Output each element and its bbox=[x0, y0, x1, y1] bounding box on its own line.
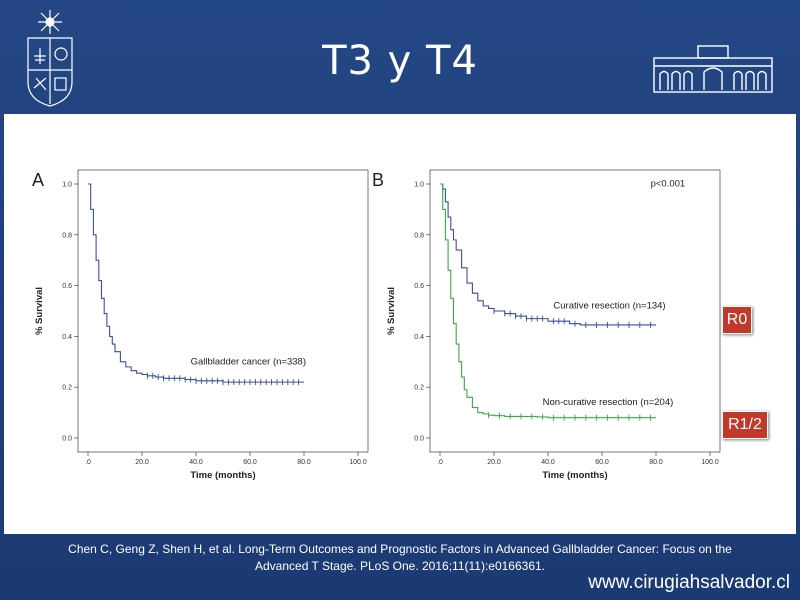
building-facade-icon bbox=[653, 45, 773, 93]
panel-a-label: A bbox=[32, 170, 44, 190]
r12-badge: R1/2 bbox=[722, 411, 768, 439]
y-tick-label: 0.0 bbox=[414, 436, 424, 443]
slide-header: T3 y T4 bbox=[0, 0, 800, 112]
y-tick-label: 0.4 bbox=[62, 334, 72, 341]
x-tick-label: 20.0 bbox=[135, 459, 149, 466]
chart-b: B .0 20.0 40.0 60.0 80.0 100.0 0.0 0.2 0.4 0.6 0.8… bbox=[372, 169, 721, 481]
figure-panel: A .0 20.0 40.0 60.0 80.0 100.0 0.0 0.2 0.4 0.6 0.8… bbox=[4, 114, 796, 534]
survival-charts: A .0 20.0 40.0 60.0 80.0 100.0 0.0 0.2 0.4 0.6 0.8… bbox=[32, 169, 721, 481]
chart-b-series-label-noncurative: Non-curative resection (n=204) bbox=[543, 397, 674, 408]
y-tick-label: 0.6 bbox=[62, 283, 72, 290]
x-tick-label: 80.0 bbox=[297, 459, 311, 466]
x-tick-label: 40.0 bbox=[189, 459, 203, 466]
x-tick-label: 60.0 bbox=[595, 459, 609, 466]
chart-a-xlabel: Time (months) bbox=[190, 470, 255, 481]
y-tick-label: 1.0 bbox=[62, 182, 72, 189]
survival-curve bbox=[88, 183, 304, 383]
survival-curve bbox=[440, 183, 656, 419]
chart-b-ylabel: % Survival bbox=[386, 287, 397, 335]
slide-title: T3 y T4 bbox=[322, 38, 478, 84]
y-tick-label: 0.8 bbox=[414, 232, 424, 239]
chart-b-pvalue: p<0.001 bbox=[651, 179, 686, 190]
website-url[interactable]: www.cirugiahsalvador.cl bbox=[588, 572, 790, 593]
x-tick-label: 20.0 bbox=[487, 459, 501, 466]
university-crest-icon bbox=[27, 10, 73, 107]
chart-a-annotation: Gallbladder cancer (n=338) bbox=[191, 356, 306, 367]
chart-a: A .0 20.0 40.0 60.0 80.0 100.0 0.0 0.2 0.4 0.6 0.8… bbox=[32, 169, 369, 481]
chart-b-frame bbox=[429, 169, 721, 453]
citation: Chen C, Geng Z, Shen H, et al. Long-Term… bbox=[8, 541, 792, 575]
chart-a-frame bbox=[77, 169, 369, 453]
survival-curve bbox=[440, 183, 656, 326]
chart-a-ylabel: % Survival bbox=[34, 287, 45, 335]
y-tick-label: 0.6 bbox=[414, 283, 424, 290]
x-tick-label: 80.0 bbox=[649, 459, 663, 466]
citation-line-2: Advanced T Stage. PLoS One. 2016;11(11):… bbox=[255, 559, 545, 573]
x-tick-label: .0 bbox=[85, 459, 91, 466]
y-tick-label: 0.2 bbox=[414, 385, 424, 392]
y-tick-label: 0.0 bbox=[62, 436, 72, 443]
r0-badge: R0 bbox=[722, 306, 752, 334]
chart-b-series-label-curative: Curative resection (n=134) bbox=[553, 300, 665, 311]
y-tick-label: 0.8 bbox=[62, 232, 72, 239]
y-tick-label: 0.4 bbox=[414, 334, 424, 341]
x-tick-label: 100.0 bbox=[701, 459, 719, 466]
x-tick-label: .0 bbox=[437, 459, 443, 466]
x-tick-label: 40.0 bbox=[541, 459, 555, 466]
y-tick-label: 0.2 bbox=[62, 385, 72, 392]
chart-b-xlabel: Time (months) bbox=[542, 470, 607, 481]
y-tick-label: 1.0 bbox=[414, 182, 424, 189]
citation-line-1: Chen C, Geng Z, Shen H, et al. Long-Term… bbox=[68, 542, 732, 556]
x-tick-label: 60.0 bbox=[243, 459, 257, 466]
x-tick-label: 100.0 bbox=[349, 459, 367, 466]
panel-b-label: B bbox=[372, 170, 384, 190]
